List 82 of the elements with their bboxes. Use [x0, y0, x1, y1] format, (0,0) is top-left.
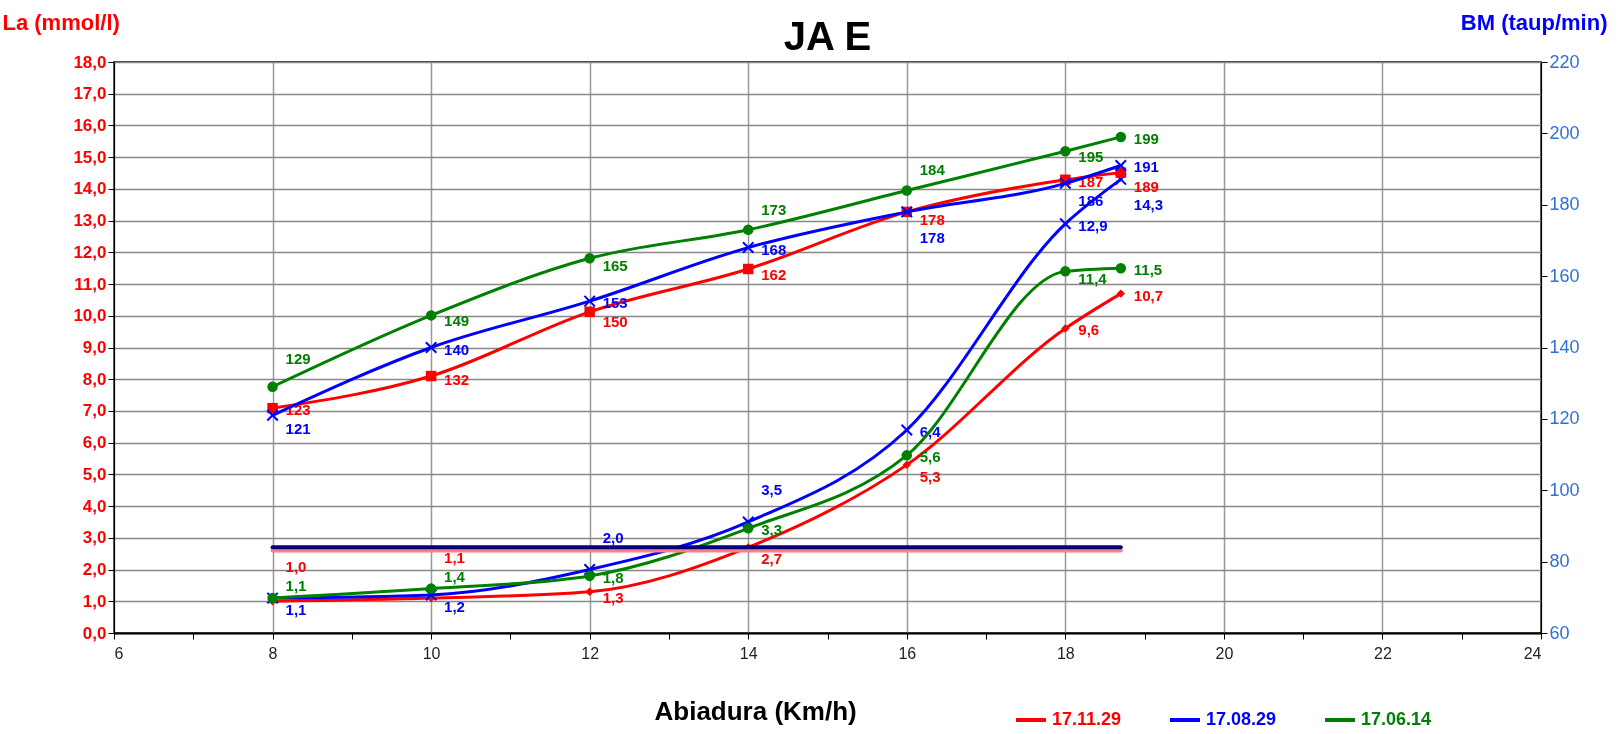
- y2-tick-label: 140: [1549, 337, 1580, 357]
- data-label: 168: [761, 240, 787, 258]
- y-tick-label: 18,0: [73, 52, 107, 72]
- data-label: 150: [602, 312, 628, 330]
- y-tick-label: 14,0: [73, 179, 107, 199]
- data-label: 11,5: [1133, 261, 1163, 279]
- y2-tick-label: 60: [1549, 622, 1570, 643]
- y2-tick-label: 100: [1549, 479, 1580, 500]
- legend-label: 17.11.29: [1052, 709, 1122, 729]
- y-tick-label: 8,0: [82, 369, 107, 389]
- data-label: 1,1: [285, 577, 307, 595]
- x-tick-label: 8: [268, 644, 278, 662]
- data-label: 3,3: [761, 521, 783, 539]
- x-tick-label: 18: [1056, 644, 1075, 662]
- data-label: 129: [285, 349, 311, 367]
- y-tick-label: 3,0: [82, 528, 107, 548]
- data-label: 1,0: [285, 558, 307, 576]
- y-axis-title: La (mmol/l): [2, 9, 120, 35]
- data-label: 2,0: [602, 528, 624, 546]
- data-label: 9,6: [1078, 321, 1100, 339]
- y-tick-label: 17,0: [73, 84, 107, 104]
- x-axis-title: Abiadura (Km/h): [654, 695, 857, 726]
- y-tick-label: 13,0: [73, 211, 107, 231]
- data-label: 173: [761, 200, 787, 218]
- data-label: 1,1: [444, 549, 465, 567]
- y2-tick-label: 80: [1549, 551, 1570, 572]
- data-label: 165: [602, 257, 628, 275]
- legend-label: 17.08.29: [1206, 709, 1277, 729]
- data-label: 189: [1133, 177, 1159, 195]
- data-label: 5,3: [919, 467, 941, 485]
- data-label: 140: [444, 340, 470, 358]
- y-tick-label: 0,0: [82, 623, 107, 643]
- y-tick-label: 5,0: [82, 464, 107, 484]
- x-tick-label: 16: [898, 644, 917, 662]
- data-label: 1,8: [602, 568, 624, 586]
- data-label: 184: [919, 161, 946, 179]
- data-label: 1,2: [444, 597, 465, 615]
- chart-title: JA E: [783, 14, 872, 58]
- x-tick-label: 10: [422, 644, 441, 662]
- data-label: 195: [1078, 148, 1104, 166]
- data-label: 5,6: [919, 448, 941, 466]
- y-tick-label: 12,0: [73, 242, 107, 262]
- data-label: 199: [1133, 129, 1159, 147]
- legend-label: 17.06.14: [1361, 709, 1432, 729]
- data-label: 178: [919, 210, 945, 228]
- x-tick-label: 20: [1215, 644, 1234, 662]
- data-label: 162: [761, 265, 787, 283]
- data-label: 3,5: [761, 480, 783, 498]
- x-tick-label: 12: [581, 644, 600, 662]
- data-label: 14,3: [1133, 196, 1164, 214]
- y-tick-label: 6,0: [82, 433, 107, 453]
- data-label: 1,3: [602, 588, 624, 606]
- data-label: 1,4: [444, 567, 466, 585]
- y-tick-label: 4,0: [82, 496, 107, 516]
- y2-tick-label: 160: [1549, 265, 1580, 286]
- y-tick-label: 1,0: [82, 591, 107, 611]
- data-label: 10,7: [1133, 286, 1164, 304]
- data-label: 2,7: [761, 550, 783, 568]
- data-label: 121: [285, 420, 311, 438]
- y2-tick-label: 120: [1549, 408, 1580, 429]
- y-tick-label: 10,0: [73, 306, 107, 326]
- x-tick-label: 24: [1523, 644, 1542, 662]
- y-tick-label: 9,0: [82, 338, 107, 357]
- data-label: 1,1: [285, 601, 307, 619]
- y2-tick-label: 200: [1549, 122, 1580, 143]
- y-tick-label: 15,0: [73, 147, 107, 167]
- y2-tick-label: 220: [1549, 51, 1580, 72]
- y-tick-label: 2,0: [82, 560, 107, 580]
- data-label: 149: [444, 312, 470, 330]
- x-tick-label: 14: [739, 644, 758, 662]
- y-tick-label: 7,0: [82, 401, 107, 421]
- y2-tick-label: 180: [1549, 194, 1580, 215]
- data-label: 12,9: [1078, 216, 1108, 234]
- y-tick-label: 11,0: [74, 274, 107, 294]
- data-label: 191: [1133, 158, 1159, 176]
- x-tick-label: 6: [114, 644, 124, 662]
- data-label: 178: [919, 228, 945, 246]
- y2-axis-title: BM (taup/min): [1460, 9, 1608, 35]
- x-tick-label: 22: [1374, 644, 1392, 662]
- data-label: 132: [444, 371, 470, 389]
- y-tick-label: 16,0: [73, 115, 107, 135]
- data-label: 11,4: [1078, 270, 1108, 288]
